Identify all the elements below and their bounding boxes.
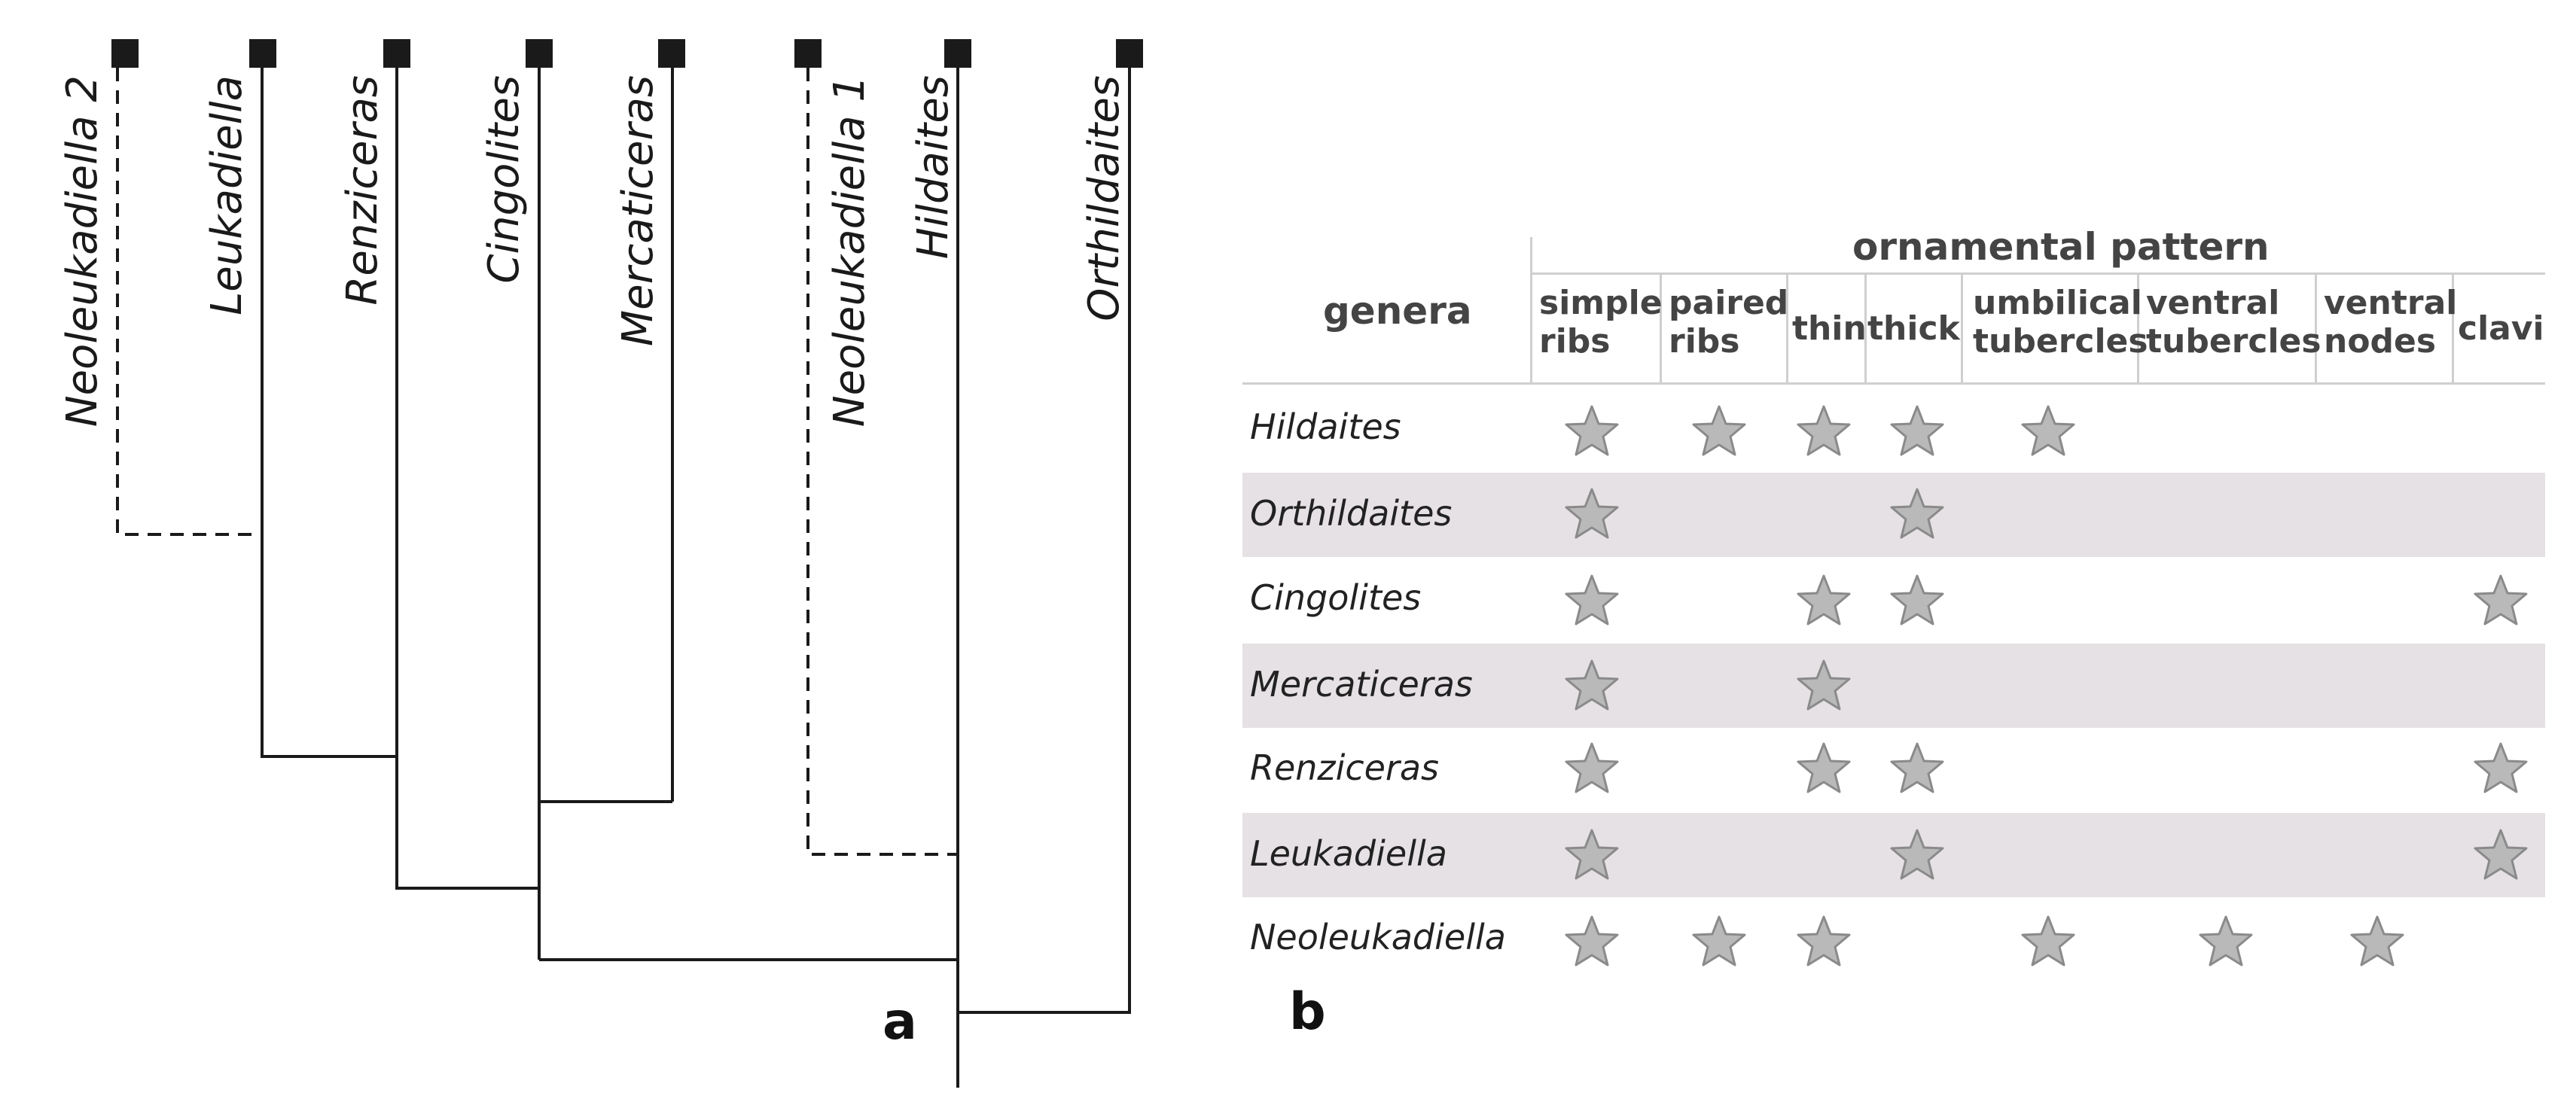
column-divider <box>1660 272 1662 384</box>
tip-marker <box>249 39 276 68</box>
star-icon <box>1797 915 1851 966</box>
taxon-label: Hildaites <box>909 75 958 259</box>
star-icon <box>1565 915 1619 966</box>
column-header-line: clavi <box>2458 309 2544 348</box>
column-divider <box>2452 272 2454 384</box>
column-divider <box>1786 272 1788 384</box>
column-header-line: thick <box>1867 309 1960 348</box>
column-header-line: ventral <box>2146 284 2280 322</box>
genus-label: Hildaites <box>1250 406 1401 447</box>
star-icon <box>2474 742 2528 793</box>
tree-branches <box>116 68 1131 1088</box>
tip-marker <box>658 39 685 68</box>
column-header-ventral-tubercles: ventral tubercles <box>2146 284 2321 361</box>
genus-label: Cingolites <box>1250 577 1422 618</box>
column-header-paired-ribs: paired ribs <box>1669 284 1789 361</box>
header-vertical-rule <box>1530 237 1532 384</box>
taxon-label: Neoleukadiella 1 <box>825 75 874 427</box>
tip-marker <box>383 39 410 68</box>
star-icon <box>2474 574 2528 626</box>
tip-marker <box>526 39 553 68</box>
column-header-line: ribs <box>1669 321 1740 361</box>
row-band <box>1242 644 2545 728</box>
star-icon <box>1797 574 1851 626</box>
genera-header: genera <box>1323 289 1472 333</box>
star-icon <box>1565 829 1619 880</box>
star-icon <box>1692 915 1746 966</box>
column-header-line: thin <box>1792 309 1867 348</box>
title-underline <box>1530 272 2545 275</box>
genus-label: Neoleukadiella <box>1250 917 1506 957</box>
column-header-line: tubercles <box>2146 321 2321 361</box>
panel-label-a: a <box>883 992 917 1052</box>
star-icon <box>2021 915 2075 966</box>
column-divider <box>1961 272 1963 384</box>
column-header-umbilical-tubercles: umbilical tubercles <box>1973 284 2148 361</box>
column-header-line: umbilical <box>1973 284 2142 322</box>
taxon-label: Renziceras <box>338 75 387 306</box>
cladogram: Neoleukadiella 2 Leukadiella Renziceras … <box>58 39 1143 1088</box>
taxon-label: Mercaticeras <box>614 75 663 346</box>
branch-orthildaites <box>958 68 1131 1014</box>
star-icon <box>1890 405 1944 456</box>
branch-leukadiella <box>261 68 397 758</box>
taxon-labels: Neoleukadiella 2 Leukadiella Renziceras … <box>58 75 1129 427</box>
star-icon <box>1890 488 1944 539</box>
genus-label: Leukadiella <box>1250 833 1447 874</box>
panel-label-b: b <box>1289 982 1326 1042</box>
column-header-line: tubercles <box>1973 321 2148 361</box>
star-icon <box>1797 405 1851 456</box>
taxon-label: Leukadiella <box>203 75 252 315</box>
taxon-label: Neoleukadiella 2 <box>58 75 107 427</box>
star-icon <box>1692 405 1746 456</box>
header-bottom-rule <box>1242 382 2545 385</box>
column-divider <box>2137 272 2139 384</box>
genus-label: Mercaticeras <box>1250 664 1473 705</box>
genus-label: Renziceras <box>1250 747 1440 788</box>
column-divider <box>2315 272 2317 384</box>
star-icon <box>1890 574 1944 626</box>
star-icon <box>2350 915 2404 966</box>
column-header-line: ribs <box>1539 321 1611 361</box>
row-band <box>1242 813 2545 897</box>
column-header-line: simple <box>1539 284 1663 322</box>
star-icon <box>1565 488 1619 539</box>
branch-neoleukadiella-1 <box>806 68 958 856</box>
star-icon <box>1890 742 1944 793</box>
column-header-ventral-nodes: ventral nodes <box>2324 284 2458 361</box>
genus-label: Orthildaites <box>1250 493 1453 534</box>
taxon-label: Cingolites <box>480 75 529 284</box>
tip-markers <box>111 39 1143 68</box>
star-icon <box>1890 829 1944 880</box>
column-header-simple-ribs: simple ribs <box>1539 284 1663 361</box>
column-divider <box>1864 272 1867 384</box>
star-icon <box>2021 405 2075 456</box>
star-icon <box>1565 659 1619 711</box>
branch-leuk-renz-node <box>395 756 539 890</box>
star-icon <box>2199 915 2253 966</box>
column-header-line: paired <box>1669 284 1789 322</box>
star-icon <box>2474 829 2528 880</box>
star-icon <box>1797 742 1851 793</box>
tip-marker <box>111 39 139 68</box>
table-title: ornamental pattern <box>1852 225 2270 269</box>
star-icon <box>1565 574 1619 626</box>
taxon-label: Orthildaites <box>1080 75 1129 321</box>
column-header-thin: thin <box>1792 309 1867 349</box>
row-band <box>1242 473 2545 557</box>
column-header-clavi: clavi <box>2458 309 2544 349</box>
tip-marker <box>794 39 822 68</box>
column-header-line: ventral <box>2324 284 2458 322</box>
star-icon <box>1797 659 1851 711</box>
star-icon <box>1565 405 1619 456</box>
tip-marker <box>944 39 971 68</box>
column-header-line: nodes <box>2324 321 2437 361</box>
column-header-thick: thick <box>1867 309 1960 349</box>
tip-marker <box>1116 39 1143 68</box>
star-icon <box>1565 742 1619 793</box>
